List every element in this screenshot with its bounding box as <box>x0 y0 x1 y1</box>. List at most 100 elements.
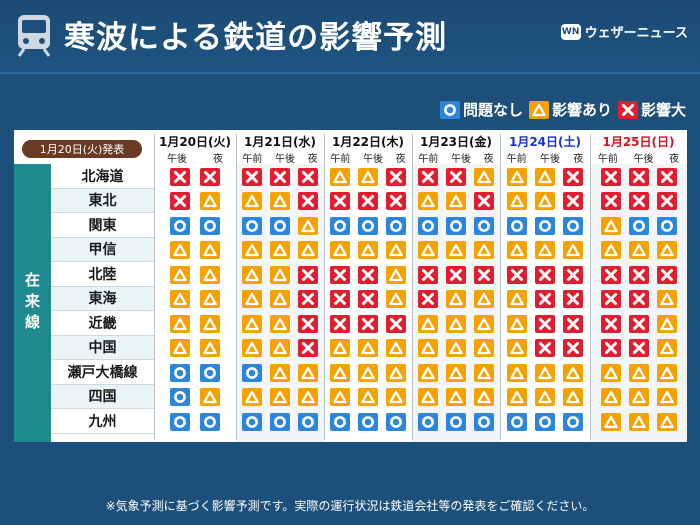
triangle-icon <box>170 241 190 259</box>
cross-icon <box>628 290 649 308</box>
circle-icon <box>418 412 438 431</box>
circle-icon <box>535 216 555 235</box>
cross-icon <box>298 339 318 357</box>
time-slot-label: 夜 <box>483 154 494 165</box>
line-name: 瀬戸大橋線 <box>51 360 154 385</box>
legend-cross-icon <box>617 100 638 119</box>
triangle-icon <box>298 363 318 382</box>
triangle-icon <box>563 363 583 382</box>
time-slot-label: 午前 <box>506 154 527 165</box>
triangle-icon <box>358 363 378 382</box>
circle-icon <box>628 216 649 235</box>
time-slots: 午前 午後夜 <box>500 150 590 165</box>
time-slot-label: 午後 <box>274 154 295 165</box>
triangle-icon <box>200 339 220 357</box>
day-header: 1月23日(金) 午前 午後 夜 <box>412 134 500 165</box>
time-slot-label: 夜 <box>395 154 406 165</box>
triangle-icon <box>270 388 290 406</box>
footnote: ※気象予測に基づく影響予測です。実際の運行状況は鉄道会社等の発表をご確認ください… <box>105 499 595 513</box>
triangle-icon <box>600 363 621 382</box>
triangle-icon <box>358 167 378 186</box>
line-name: 北海道 <box>51 164 154 189</box>
issued-date-badge: 1月20日(火)発表 <box>22 140 142 158</box>
day-header: 1月25日(日) 午前 午後 夜 <box>590 134 687 165</box>
triangle-icon <box>474 167 494 186</box>
cross-icon <box>386 314 406 333</box>
day-header: 1月22日(木) 午前 午後 夜 <box>324 134 412 165</box>
cross-icon <box>418 167 438 186</box>
triangle-icon <box>507 388 527 406</box>
triangle-icon <box>507 192 527 210</box>
time-slots: 午前 午後夜 <box>590 150 687 165</box>
circle-icon <box>656 216 677 235</box>
circle-icon <box>418 216 438 235</box>
cross-icon <box>628 192 649 210</box>
line-name: 東海 <box>51 286 154 311</box>
triangle-icon <box>507 290 527 308</box>
cross-icon <box>563 290 583 308</box>
triangle-icon <box>270 192 290 210</box>
cross-icon <box>386 167 406 186</box>
triangle-icon <box>507 167 527 186</box>
triangle-icon <box>418 192 438 210</box>
cross-icon <box>628 339 649 357</box>
triangle-icon <box>507 314 527 333</box>
triangle-icon <box>270 265 290 284</box>
line-name: 九州 <box>51 409 154 434</box>
triangle-icon <box>330 363 350 382</box>
brand-name: ウェザーニュース <box>584 26 688 41</box>
time-slot-label: 午前 <box>330 154 351 165</box>
triangle-icon <box>535 388 555 406</box>
train-icon <box>17 15 51 57</box>
triangle-icon <box>474 241 494 259</box>
cross-icon <box>298 265 318 284</box>
triangle-icon <box>446 192 466 210</box>
triangle-icon <box>446 339 466 357</box>
triangle-icon <box>270 363 290 382</box>
time-slot-label: 午前 <box>242 154 263 165</box>
column-divider <box>154 134 155 440</box>
time-slots: 午前 午後夜 <box>236 150 324 165</box>
day-label: 1月21日(水) <box>243 135 317 149</box>
cross-icon <box>298 192 318 210</box>
day-label: 1月24日(土) <box>508 135 582 149</box>
line-name: 近畿 <box>51 311 154 336</box>
triangle-icon <box>563 241 583 259</box>
day-label: 1月20日(火) <box>158 135 232 149</box>
cross-icon <box>330 265 350 284</box>
time-slot-label: 午後 <box>450 154 471 165</box>
triangle-icon <box>600 216 621 235</box>
triangle-icon <box>418 363 438 382</box>
cross-icon <box>628 167 649 186</box>
legend-triangle-icon <box>528 100 549 119</box>
circle-icon <box>474 216 494 235</box>
triangle-icon <box>507 363 527 382</box>
triangle-icon <box>628 363 649 382</box>
triangle-icon <box>418 388 438 406</box>
cross-icon <box>358 192 378 210</box>
triangle-icon <box>386 241 406 259</box>
circle-icon <box>446 412 466 431</box>
cross-icon <box>600 339 621 357</box>
time-slot-label: 夜 <box>669 154 680 165</box>
forecast-table: 1月20日(火)発表 在来線 1月20日(火) 午後夜 1月21日(水) 午前 午後夜 1… <box>14 130 687 442</box>
circle-icon <box>298 412 318 431</box>
cross-icon <box>474 192 494 210</box>
circle-icon <box>270 412 290 431</box>
circle-icon <box>563 216 583 235</box>
time-slot-label: 夜 <box>213 154 223 165</box>
time-slot-label: 午後 <box>633 154 654 165</box>
circle-icon <box>386 216 406 235</box>
legend: 問題なし 影響あり 影響大 <box>439 99 686 120</box>
circle-icon <box>330 216 350 235</box>
time-slot-label: 午後 <box>167 154 187 165</box>
triangle-icon <box>446 388 466 406</box>
triangle-icon <box>170 265 190 284</box>
cross-icon <box>200 167 220 186</box>
cross-icon <box>563 265 583 284</box>
triangle-icon <box>474 363 494 382</box>
time-slot-label: 夜 <box>573 154 584 165</box>
page-title: 寒波による鉄道の影響予測 <box>64 20 448 56</box>
circle-icon <box>358 216 378 235</box>
triangle-icon <box>298 241 318 259</box>
